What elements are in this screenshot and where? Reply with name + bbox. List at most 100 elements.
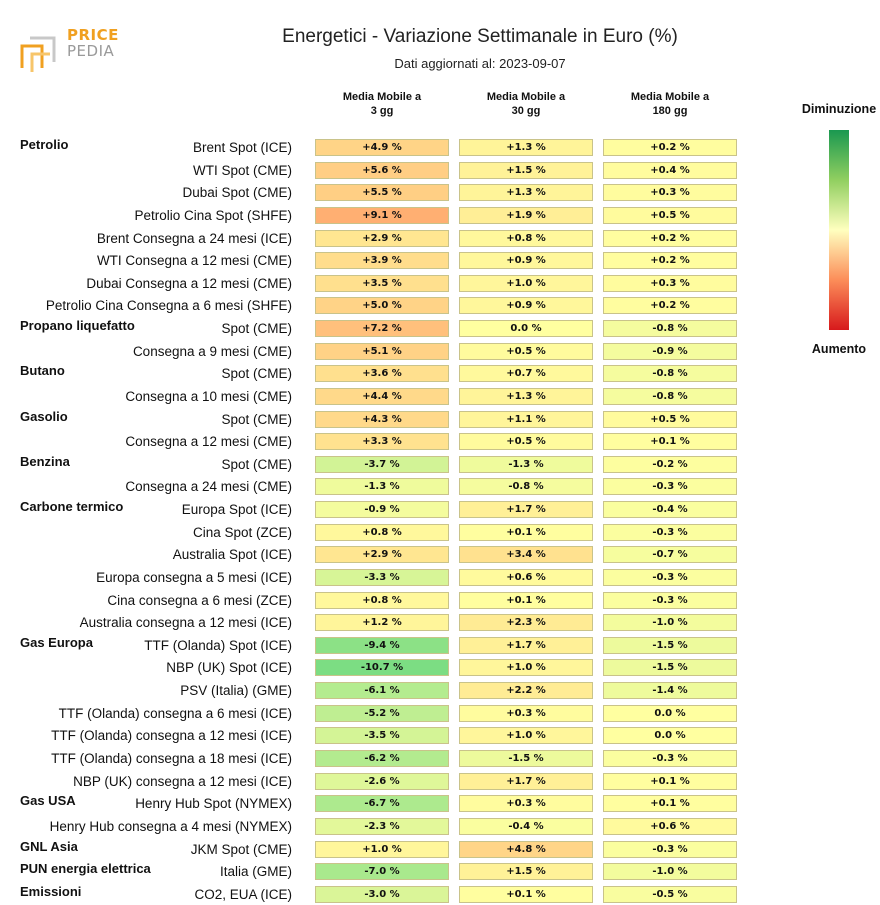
heatmap-cell: -9.4 % [315,636,449,654]
row-label: TTF (Olanda) consegna a 6 mesi (ICE) [58,705,292,721]
heatmap-cell: -1.5 % [603,636,737,654]
row-label: Consegna a 24 mesi (CME) [125,479,292,495]
column-header-30gg: Media Mobile a 30 gg [486,91,566,117]
heatmap-cell: +7.2 % [315,320,449,338]
heatmap-cell: -0.3 % [603,750,737,767]
heatmap-cell: +0.6 % [603,817,737,835]
heatmap-cell: +0.1 % [459,885,593,903]
heatmap-cell: 0.0 % [603,727,737,745]
heatmap-cell: +1.3 % [459,184,593,202]
group-label: PUN energia elettrica [20,861,151,877]
heatmap-cell: +0.2 % [603,139,737,156]
heatmap-cell: +0.1 % [459,523,593,541]
column-header-3gg: Media Mobile a 3 gg [342,91,422,117]
heatmap-cell: -0.3 % [603,568,737,586]
row-label: Consegna a 10 mesi (CME) [125,388,292,404]
heatmap-cell: -2.6 % [315,772,449,790]
heatmap-cell: -0.4 % [459,817,593,835]
heatmap-cell: +0.5 % [459,433,593,451]
heatmap-cell: -3.0 % [315,885,449,903]
column-header-180gg: Media Mobile a 180 gg [630,91,710,117]
heatmap-cell: +2.9 % [315,229,449,247]
heatmap-cell: +0.3 % [603,274,737,292]
heatmap-cell: +4.3 % [315,410,449,428]
heatmap-cell: -6.2 % [315,750,449,767]
row-label: NBP (UK) consegna a 12 mesi (ICE) [73,773,292,789]
heatmap-cell: -7.0 % [315,863,449,881]
heatmap-cell: -0.3 % [603,591,737,609]
heatmap-cell: +5.6 % [315,161,449,179]
row-label: CO2, EUA (ICE) [194,886,292,902]
heatmap-cell: +1.0 % [459,659,593,677]
heatmap-cell: -3.3 % [315,568,449,586]
row-label: Spot (CME) [221,456,292,472]
row-label: WTI Spot (CME) [192,162,292,178]
heatmap-cell: -6.7 % [315,795,449,813]
row-label: Consegna a 12 mesi (CME) [125,434,292,450]
row-label: Australia consegna a 12 mesi (ICE) [79,615,292,631]
heatmap-cell: +1.3 % [459,387,593,405]
row-label: Henry Hub Spot (NYMEX) [135,796,292,812]
heatmap-cell: -1.0 % [603,863,737,881]
heatmap-cell: +1.5 % [459,161,593,179]
heatmap-cell: +1.7 % [459,501,593,519]
heatmap-cell: +0.1 % [603,772,737,790]
row-label: Spot (CME) [221,321,292,337]
heatmap-cell: +4.4 % [315,387,449,405]
heatmap-cell: +1.7 % [459,772,593,790]
group-label: Benzina [20,453,70,469]
heatmap-cell: +0.2 % [603,252,737,270]
heatmap-cell: +2.9 % [315,546,449,564]
heatmap-cell: +3.4 % [459,546,593,564]
heatmap-cell: +3.6 % [315,365,449,383]
row-label: TTF (Olanda) consegna a 18 mesi (ICE) [51,751,292,766]
heatmap-cell: 0.0 % [459,320,593,338]
row-label: Henry Hub consegna a 4 mesi (NYMEX) [49,818,292,834]
group-label: Emissioni [20,883,82,899]
heatmap-cell: -3.7 % [315,455,449,473]
row-label: Spot (CME) [221,366,292,382]
heatmap-cell: +1.5 % [459,863,593,881]
heatmap-cell: -5.2 % [315,704,449,722]
group-label: Butano [20,363,65,379]
heatmap-cell: -1.5 % [603,659,737,677]
heatmap-cell: +1.1 % [459,410,593,428]
heatmap-cell: -0.9 % [315,501,449,519]
heatmap-cell: +1.0 % [459,274,593,292]
heatmap-cell: +0.1 % [459,591,593,609]
heatmap-cell: +4.8 % [459,840,593,858]
row-label: Petrolio Cina Spot (SHFE) [134,207,292,223]
heatmap-cell: +0.3 % [459,704,593,722]
heatmap-cell: -3.5 % [315,727,449,745]
heatmap-cell: -0.2 % [603,455,737,473]
heatmap-cell: +9.1 % [315,206,449,224]
heatmap-cell: +1.0 % [459,727,593,745]
heatmap-cell: +0.7 % [459,365,593,383]
group-label: Carbone termico [20,499,124,515]
heatmap-cell: -0.4 % [603,501,737,519]
row-label: NBP (UK) Spot (ICE) [166,660,292,676]
chart-title: Energetici - Variazione Settimanale in E… [282,26,678,47]
heatmap-cell: +3.5 % [315,274,449,292]
heatmap-cell: -0.9 % [603,342,737,360]
group-label: Petrolio [20,137,69,152]
heatmap-cell: -1.3 % [315,478,449,496]
pricepedia-logo: PRICE PEDIA [20,24,130,74]
row-label: Dubai Consegna a 12 mesi (CME) [86,275,292,291]
heatmap-cell: +5.1 % [315,342,449,360]
row-label: Brent Spot (ICE) [192,140,292,155]
row-label: TTF (Olanda) Spot (ICE) [144,637,292,653]
heatmap-cell: +2.3 % [459,614,593,632]
row-label: Cina consegna a 6 mesi (ZCE) [107,592,292,608]
row-label: Australia Spot (ICE) [172,547,292,563]
row-label: Italia (GME) [219,864,292,880]
legend-color-scale [829,130,849,330]
heatmap-cell: +1.7 % [459,636,593,654]
heatmap-cell: +1.0 % [315,840,449,858]
heatmap-cell: -0.8 % [603,320,737,338]
group-label: Propano liquefatto [20,318,135,334]
heatmap-cell: +0.8 % [315,591,449,609]
heatmap-cell: +0.6 % [459,568,593,586]
heatmap-cell: +0.2 % [603,229,737,247]
heatmap-cell: +0.4 % [603,161,737,179]
